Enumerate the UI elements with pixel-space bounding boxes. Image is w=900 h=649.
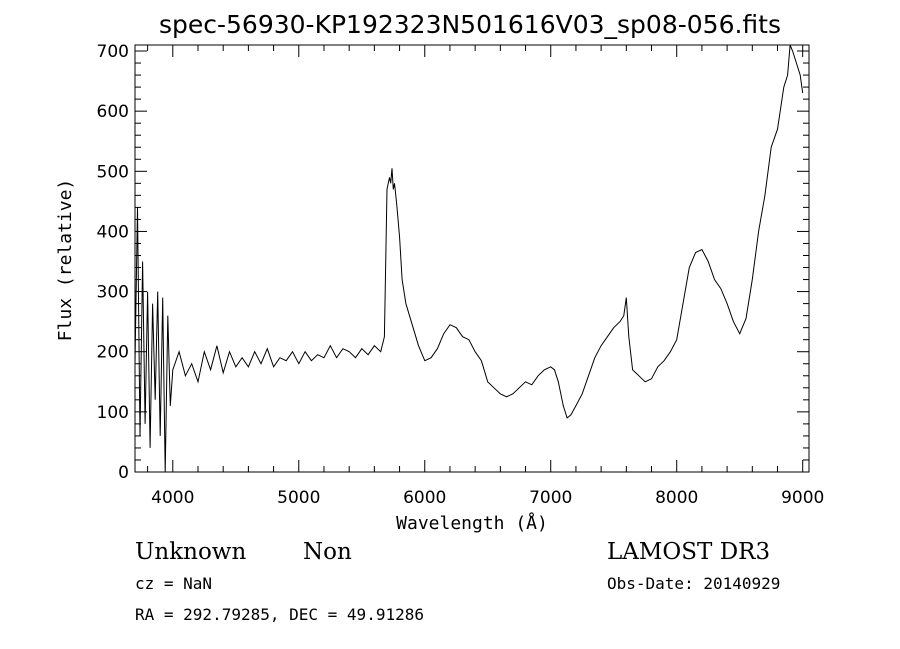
y-tick-label: 100	[97, 403, 129, 423]
x-tick-label: 9000	[781, 488, 824, 508]
x-axis: 4000 5000 6000 7000 8000 9000	[147, 45, 824, 508]
x-tick-label: 4000	[151, 488, 194, 508]
x-tick-label: 7000	[529, 488, 572, 508]
y-tick-label: 700	[97, 42, 129, 62]
x-tick-label: 8000	[655, 488, 698, 508]
obs-date: Obs-Date: 20140929	[607, 574, 780, 593]
x-axis-label: Wavelength (Å)	[396, 512, 548, 534]
y-tick-label: 300	[97, 283, 129, 303]
y-tick-label: 600	[97, 102, 129, 122]
coordinates: RA = 292.79285, DEC = 49.91286	[135, 605, 424, 624]
spectrum-line	[135, 45, 804, 472]
x-tick-label: 6000	[403, 488, 446, 508]
cz-value: cz = NaN	[135, 574, 212, 593]
object-subclass: Non	[303, 539, 352, 565]
y-tick-label: 0	[118, 463, 129, 483]
y-axis: 0 100 200 300 400 500 600 700	[97, 42, 809, 483]
chart-title: spec-56930-KP192323N501616V03_sp08-056.f…	[159, 10, 781, 39]
plot-frame	[134, 44, 810, 473]
y-tick-label: 400	[97, 222, 129, 242]
y-tick-label: 200	[97, 343, 129, 363]
y-tick-label: 500	[97, 162, 129, 182]
y-axis-label: Flux (relative)	[55, 179, 76, 342]
survey-label: LAMOST DR3	[607, 539, 770, 565]
object-class: Unknown	[135, 539, 246, 565]
x-tick-label: 5000	[277, 488, 320, 508]
